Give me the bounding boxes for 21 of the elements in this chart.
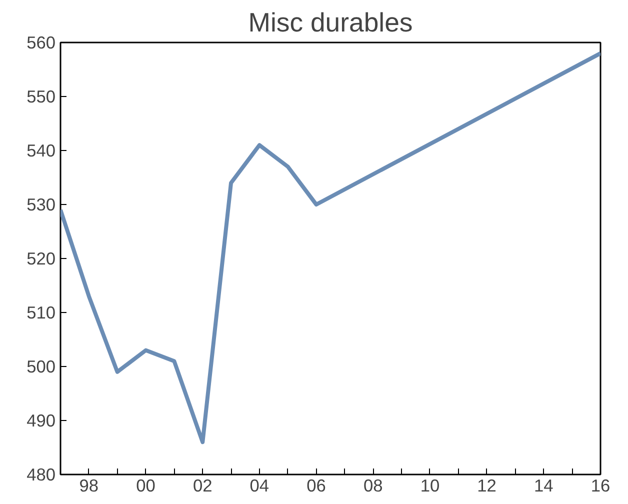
x-tick-label: 16 [590,476,610,496]
x-tick-label: 04 [250,476,270,496]
y-tick-label: 510 [26,302,56,322]
y-tick-label: 480 [26,464,56,484]
chart-title: Misc durables [248,8,413,38]
x-tick-label: 12 [477,476,496,496]
x-tick-label: 10 [420,476,440,496]
x-tick-label: 98 [79,476,99,496]
x-tick-label: 00 [136,476,156,496]
line-series [60,51,600,444]
x-tick-label: 14 [534,476,554,496]
y-tick-label: 490 [26,410,56,430]
x-tick-label: 06 [306,476,326,496]
y-tick-label: 500 [26,356,56,376]
y-tick-label: 520 [26,248,56,268]
x-tick-label: 02 [192,476,212,496]
y-tick-label: 560 [26,32,56,52]
y-tick-label: 550 [26,86,56,106]
y-tick-label: 540 [26,140,56,160]
x-tick-label: 08 [363,476,383,496]
y-tick-label: 530 [26,194,56,214]
